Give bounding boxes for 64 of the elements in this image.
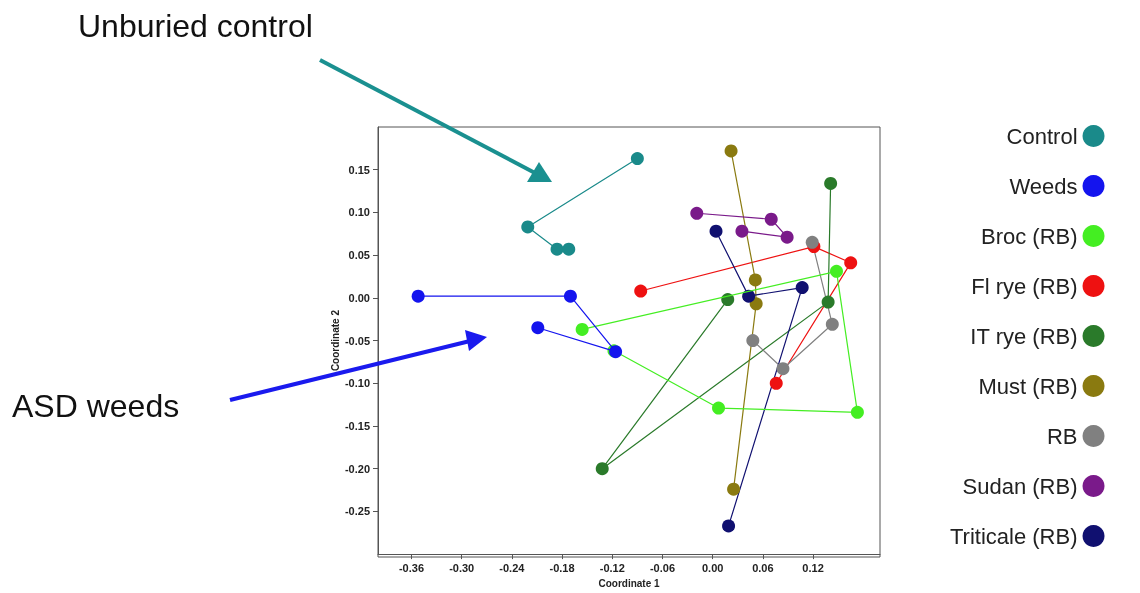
point	[844, 256, 858, 270]
point	[531, 321, 545, 335]
y-tick-label: 0.00	[348, 291, 370, 304]
point	[795, 281, 809, 295]
x-tick-label: 0.00	[701, 561, 724, 574]
legend-label: Fl rye (RB)	[971, 273, 1078, 299]
point	[550, 242, 564, 256]
point	[824, 176, 838, 190]
point	[850, 405, 864, 419]
point	[780, 230, 794, 244]
y-tick-label: 0.10	[348, 206, 370, 219]
x-tick-label: 0.12	[802, 561, 824, 574]
legend-label: Must (RB)	[978, 373, 1078, 399]
text: ASD weeds	[12, 388, 180, 425]
point	[521, 220, 535, 234]
point	[749, 297, 763, 311]
legend-label: Broc (RB)	[980, 223, 1078, 249]
point	[769, 376, 783, 390]
x-tick-label: -0.12	[599, 561, 625, 574]
point	[634, 284, 648, 298]
point	[411, 289, 425, 303]
text: Unburied control	[78, 8, 313, 45]
x-tick-label: -0.06	[649, 561, 676, 574]
point	[690, 206, 704, 220]
x-tick-label: 0.06	[752, 561, 774, 574]
y-tick-label: -0.25	[344, 505, 370, 518]
point	[709, 224, 723, 238]
x-tick-label: -0.18	[549, 561, 575, 574]
y-tick-label: 0.15	[348, 163, 370, 176]
legend-label: IT rye (RB)	[970, 323, 1078, 349]
point	[776, 362, 790, 376]
point	[712, 401, 726, 415]
point	[746, 334, 760, 348]
point	[821, 295, 835, 309]
point	[575, 322, 589, 336]
point	[805, 235, 819, 249]
y-tick-label: -0.20	[344, 462, 370, 475]
point	[727, 482, 741, 496]
legend-label: Triticale (RB)	[949, 523, 1078, 549]
legend-label: Weeds	[1009, 173, 1078, 199]
x-tick-label: -0.30	[449, 561, 475, 574]
legend-label: Sudan (RB)	[962, 473, 1078, 499]
y-tick-label: -0.15	[344, 419, 370, 432]
point	[724, 144, 738, 158]
y-tick-label: -0.05	[344, 334, 370, 347]
x-axis-title: Coordinate 1	[598, 577, 660, 589]
point	[595, 462, 609, 476]
point	[825, 317, 839, 331]
point	[742, 289, 756, 303]
point	[722, 519, 736, 533]
legend-label: Control	[1006, 123, 1078, 149]
y-axis-title: Coordinate 2	[329, 309, 341, 372]
x-tick-label: -0.24	[499, 561, 526, 574]
point	[764, 212, 778, 226]
y-tick-label: 0.05	[348, 249, 370, 262]
point	[748, 273, 762, 287]
y-tick-label: -0.10	[344, 377, 370, 390]
x-tick-label: -0.36	[398, 561, 425, 574]
point	[735, 224, 749, 238]
point	[630, 152, 644, 166]
point	[830, 264, 843, 278]
legend-label: RB	[1046, 423, 1078, 449]
point	[563, 289, 577, 303]
point	[562, 242, 576, 256]
